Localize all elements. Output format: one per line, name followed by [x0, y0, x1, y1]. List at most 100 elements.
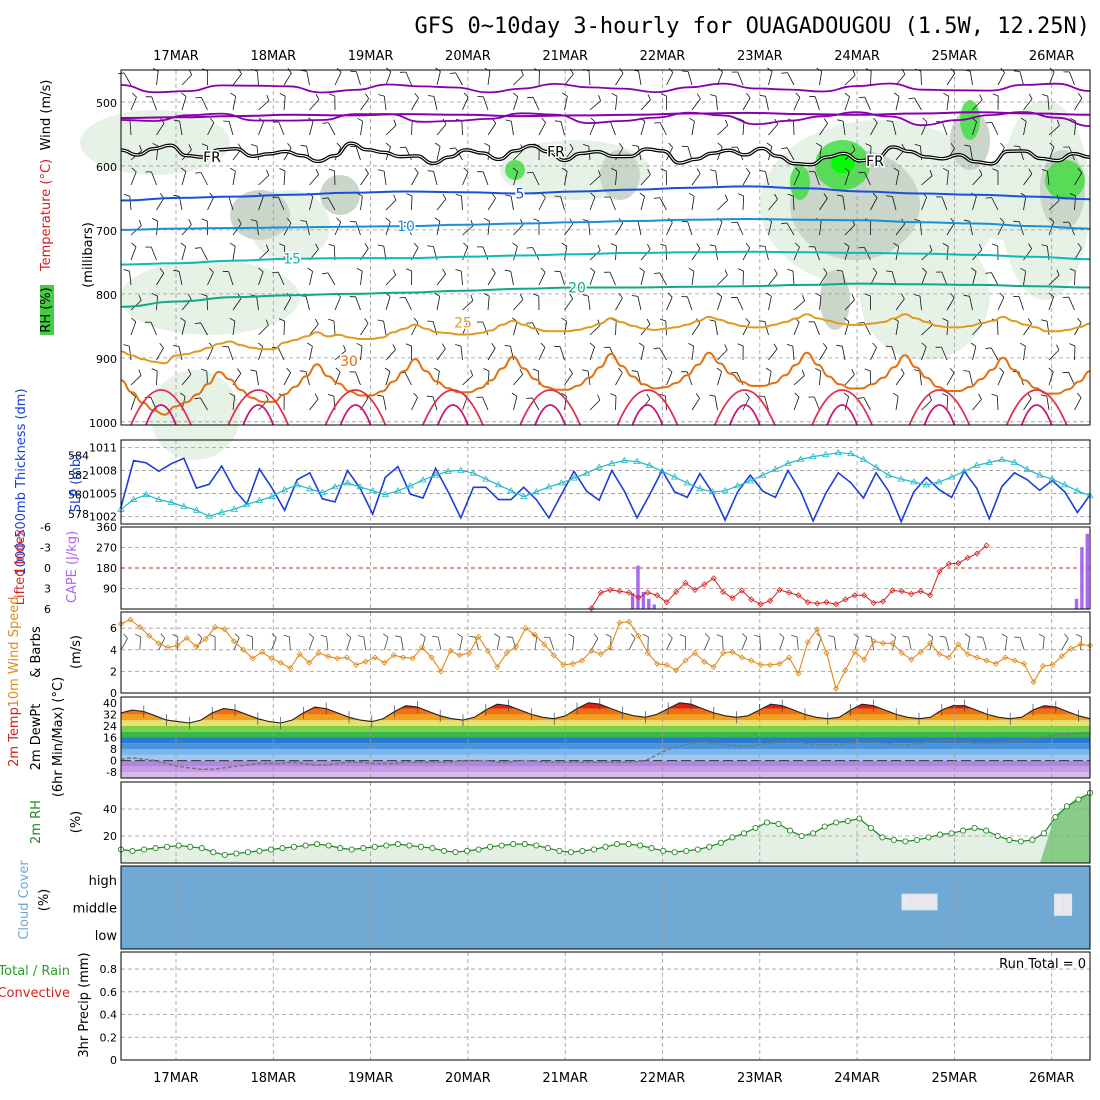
wind-barb-feather: [619, 68, 624, 74]
wind-barb: [1004, 636, 1008, 650]
wind-barb: [156, 197, 165, 211]
wind-barb-feather: [393, 194, 397, 201]
wind-barb-feather: [737, 268, 744, 272]
bottom-date-label: 19MAR: [348, 1071, 394, 1086]
wind-barb: [228, 346, 234, 361]
wind10m-point: [889, 640, 896, 647]
wind-barb: [360, 271, 363, 286]
li-point: [936, 568, 943, 575]
wind-barb-feather: [123, 269, 130, 272]
wind-barb: [151, 171, 157, 186]
wind-barb-feather: [766, 142, 773, 147]
wind-barb: [411, 97, 419, 111]
wind-barb: [742, 97, 751, 111]
wind-barb: [717, 200, 728, 211]
precip-convective-label: Convective: [0, 986, 70, 1001]
wind-barb: [462, 171, 469, 186]
wind-barb: [941, 196, 948, 211]
wind-barb: [201, 97, 208, 111]
rh2m-point: [567, 849, 574, 856]
temperature-tick-label: 40: [103, 697, 117, 710]
wind-barb: [572, 636, 575, 650]
wind10m-point: [513, 643, 520, 650]
rh2m-point: [706, 843, 713, 850]
wind10m-point: [644, 649, 651, 657]
wind-barb-feather: [568, 368, 573, 374]
wind-barb: [510, 346, 514, 361]
bottom-date-label: 23MAR: [737, 1071, 783, 1086]
li-tick-label: 0: [44, 562, 51, 575]
wind-barb: [181, 171, 187, 186]
thickness-point: [1010, 458, 1019, 465]
temperature-contour-35: [422, 389, 484, 426]
wind-barb: [534, 636, 538, 650]
wind-barb-feather: [753, 634, 760, 638]
wind10m-point: [851, 648, 858, 656]
wind10m-point: [343, 654, 350, 661]
wind10m-point: [127, 616, 134, 623]
wind10m-point: [296, 651, 303, 658]
wind-barb: [814, 246, 820, 261]
wind-barb: [326, 636, 329, 650]
wind-barb-feather: [759, 170, 766, 172]
wind-barb-feather: [970, 342, 977, 347]
wind-barb-feather: [979, 169, 983, 175]
freezing-level-label: FR: [547, 145, 565, 161]
rh2m-area: [121, 792, 1090, 863]
wind-barb: [768, 348, 778, 361]
wind-barb-feather: [991, 393, 998, 397]
wind-barb: [768, 371, 772, 386]
wind-barb-feather: [1041, 94, 1048, 97]
wind-barb: [123, 72, 132, 86]
thickness-point: [129, 495, 138, 502]
wind-barb-feather: [851, 294, 855, 300]
wind-barb: [308, 637, 314, 650]
top-date-label: 18MAR: [250, 49, 296, 64]
wind-barb-feather: [300, 144, 307, 147]
wind-barb-feather: [315, 94, 320, 100]
wind10m-point: [936, 651, 943, 658]
wind-barb-feather: [382, 633, 389, 638]
wind-barb-feather: [929, 170, 933, 176]
wind-barb-feather: [405, 343, 412, 347]
pressure-tick-label: 600: [96, 161, 117, 174]
wind10m-point: [578, 657, 586, 664]
wind-barb-feather: [327, 394, 334, 397]
li-point: [767, 597, 774, 604]
li-tick-label: 3: [44, 583, 51, 596]
wind-barb-feather: [152, 218, 158, 222]
wind-barb-feather: [837, 119, 844, 122]
wind-barb: [759, 636, 762, 650]
rh2m-point: [590, 846, 598, 853]
wind-barb-feather: [815, 368, 821, 372]
wind-barb: [181, 246, 186, 261]
wind-barb-feather: [504, 344, 511, 347]
wind-barb-feather: [631, 295, 638, 297]
temperature-band: [121, 720, 1090, 726]
wind10m-point: [155, 640, 162, 647]
wind-barb-feather: [483, 217, 490, 222]
thickness-point: [960, 467, 968, 474]
wind-barb: [742, 397, 750, 411]
wind-barb-feather: [852, 144, 856, 151]
wind-barb-feather: [265, 394, 269, 401]
wind-barb-feather: [561, 242, 568, 247]
wind-barb-feather: [843, 317, 850, 322]
wind-barb: [787, 72, 795, 86]
thickness-point: [507, 487, 515, 494]
wind-barb-feather: [653, 347, 660, 350]
wind10m-point: [212, 624, 219, 631]
wind-barb-feather: [172, 634, 179, 638]
wind10m-point: [381, 659, 388, 666]
li-point: [616, 588, 623, 595]
wind-barb: [433, 96, 438, 111]
wind-barb: [258, 121, 264, 136]
wind-barb-feather: [385, 217, 391, 223]
wind-barb-feather: [229, 317, 236, 322]
wind-barb: [768, 273, 778, 286]
wind-barb: [819, 146, 822, 161]
wind-barb-feather: [138, 294, 142, 301]
wind-barb-feather: [892, 392, 899, 397]
rh2m-point: [348, 846, 355, 853]
thickness-point: [595, 463, 603, 470]
